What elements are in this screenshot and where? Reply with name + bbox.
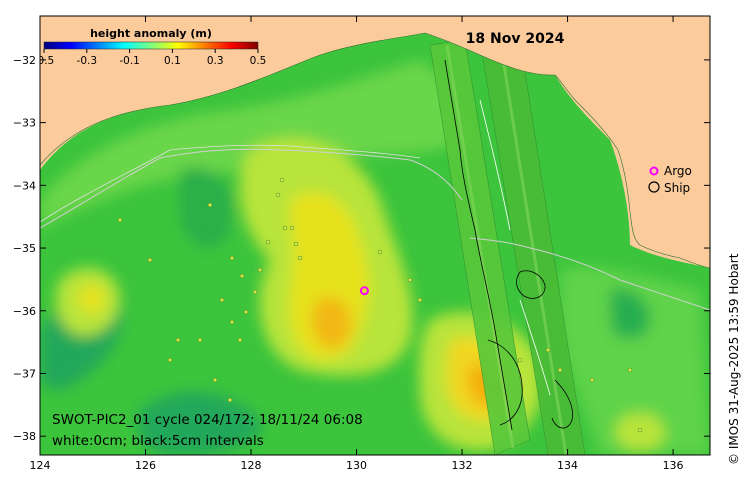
ship-track-dot: [243, 309, 249, 315]
ship-track-dot: [297, 255, 303, 261]
contour-black-2: [516, 270, 546, 299]
swot-swath-stripe: [445, 39, 568, 455]
ship-track-dot: [275, 192, 281, 198]
plot-frame: [39, 15, 711, 456]
ship-track-dot: [257, 267, 263, 273]
ship-track-dot: [377, 249, 383, 255]
anomaly-darkgreen-mid: [180, 168, 233, 249]
legend-ship-label: Ship: [664, 181, 690, 195]
x-tick-label: 126: [135, 459, 156, 472]
ship-track-dot: [407, 277, 413, 283]
ship-track-dot: [147, 257, 153, 263]
y-axis: −32 −33 −34 −35 −36 −37 −38: [13, 54, 710, 443]
y-tick-label: −34: [13, 179, 36, 192]
ship-track-dot: [627, 367, 633, 373]
coastline: [40, 16, 710, 269]
legend-argo-label: Argo: [664, 164, 692, 178]
anomaly-darkgreen-east: [610, 289, 650, 339]
ship-tracks: [117, 177, 643, 433]
contour-black-4: [551, 379, 573, 429]
legend: Argo Ship: [648, 164, 692, 195]
ship-track-dot: [417, 297, 423, 303]
ship-track-dot: [557, 367, 563, 373]
ship-track-dot: [227, 397, 233, 403]
ship-track-dot: [293, 241, 299, 247]
colorbar-tick-label: 0.5: [250, 55, 267, 67]
ship-track-dot: [229, 319, 235, 325]
anomaly-field: [40, 60, 710, 455]
ship-track-dot: [637, 427, 643, 433]
contour-black-3: [487, 339, 523, 426]
y-tick-label: −32: [13, 54, 36, 67]
x-tick-label: 136: [663, 459, 684, 472]
colorbar-tick-label: -0.3: [77, 55, 98, 67]
x-axis: 124 126 128 130 132 134 136: [30, 16, 684, 472]
anomaly-orange-central: [311, 296, 352, 349]
colorbar-tick-label: -0.1: [119, 55, 140, 67]
argo-float-marker: [359, 286, 369, 296]
ship-track-dot: [219, 297, 225, 303]
plot-area: 18 Nov 2024 SWOT-PIC2_01 cycle 024/172; …: [34, 16, 710, 455]
colorbar-title: height anomaly (m): [90, 27, 212, 40]
ship-track-dot: [252, 289, 258, 295]
colorbar-ticks: -0.5 -0.3 -0.1 0.1 0.3 0.5: [34, 49, 267, 67]
x-tick-label: 134: [557, 459, 578, 472]
ship-track-dot: [212, 377, 218, 383]
info-line-2: white:0cm; black:5cm intervals: [52, 433, 264, 449]
ship-track-dot: [197, 337, 203, 343]
info-line-1: SWOT-PIC2_01 cycle 024/172; 18/11/24 06:…: [52, 412, 363, 428]
ship-track-dot: [117, 217, 123, 223]
x-tick-label: 124: [30, 459, 51, 472]
ship-track-dot: [239, 273, 245, 279]
ship-track-dot: [265, 239, 271, 245]
ship-track-dot: [207, 202, 213, 208]
colorbar-bar: [43, 41, 259, 50]
ship-track-dot: [282, 225, 288, 231]
anomaly-darkgreen-south: [137, 391, 262, 455]
legend-ship-icon: [648, 181, 660, 193]
ship-track-dot: [517, 357, 523, 363]
legend-argo-icon: [649, 166, 659, 176]
date-label: 18 Nov 2024: [466, 31, 565, 47]
ship-track-dot: [545, 347, 551, 353]
anomaly-lightgreen-east: [560, 267, 710, 455]
x-tick-label: 128: [241, 459, 262, 472]
colorbar: height anomaly (m) -0.5 -0.3 -0.1 0.1 0.3 0.5: [34, 27, 267, 67]
ship-track-dot: [229, 255, 235, 261]
colorbar-tick-label: -0.5: [34, 55, 55, 67]
contour-white-swath: [479, 99, 551, 396]
contour-black-1: [444, 59, 513, 431]
swot-swath: [429, 39, 586, 455]
colorbar-tick-label: 0.3: [207, 55, 224, 67]
contour-white-inner: [40, 144, 421, 223]
ship-track-dot: [167, 357, 173, 363]
contours: [40, 59, 710, 431]
ship-track-dot: [289, 225, 295, 231]
y-tick-label: −37: [13, 367, 36, 380]
x-tick-label: 130: [346, 459, 367, 472]
contour-white-shelf: [40, 148, 710, 311]
ship-track-dot: [589, 377, 595, 383]
credit-text: © IMOS 31-Aug-2025 13:59 Hobart: [727, 253, 741, 465]
ship-track-dot: [279, 177, 285, 183]
ship-track-dot: [175, 337, 181, 343]
y-tick-label: −33: [13, 117, 36, 130]
y-tick-label: −38: [13, 430, 36, 443]
ship-track-dot: [237, 337, 243, 343]
y-tick-label: −36: [13, 305, 36, 318]
colorbar-tick-label: 0.1: [164, 55, 181, 67]
y-tick-label: −35: [13, 242, 36, 255]
anomaly-yellow-west: [77, 284, 105, 314]
x-tick-label: 132: [452, 459, 473, 472]
